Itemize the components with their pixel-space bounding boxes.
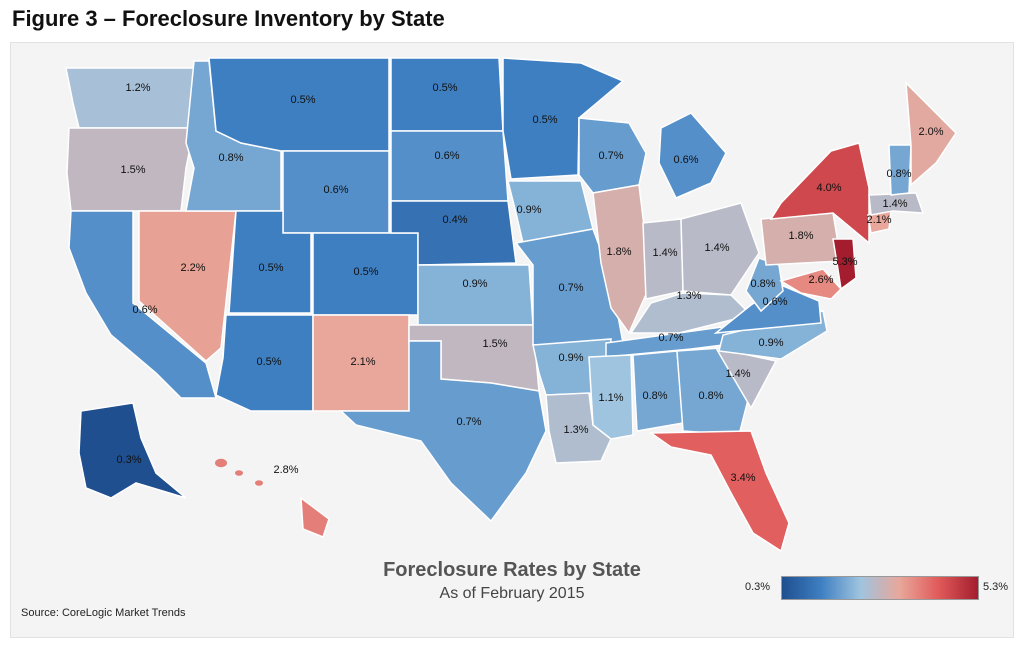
state-value-label: 1.4% [704,242,729,254]
state-ca [68,210,217,399]
state-value-label: 2.8% [273,464,298,476]
state-ms [588,354,634,440]
hawaii-islet [235,470,243,476]
state-value-label: 0.5% [258,262,283,274]
state-value-label: 1.8% [788,230,813,242]
state-il [592,184,652,335]
state-value-label: 1.5% [482,338,507,350]
state-value-label: 2.1% [350,356,375,368]
map-subtitle: As of February 2015 [439,585,585,602]
state-value-label: 0.6% [434,150,459,162]
state-me [905,81,957,187]
state-mi [658,112,727,199]
state-value-label: 0.7% [456,416,481,428]
state-value-label: 0.9% [462,278,487,290]
state-value-label: 1.3% [676,290,701,302]
state-nj [832,238,857,291]
state-sd [390,130,509,202]
state-value-label: 0.3% [116,454,141,466]
state-in [642,218,684,300]
legend-max-label: 5.3% [983,581,1009,593]
state-value-label: 0.5% [353,266,378,278]
state-value-label: 0.5% [432,82,457,94]
state-value-label: 0.8% [886,168,911,180]
state-value-label: 0.8% [698,390,723,402]
state-value-label: 0.9% [558,352,583,364]
state-value-label: 2.2% [180,262,205,274]
state-value-label: 1.1% [598,392,623,404]
state-value-label: 0.8% [218,152,243,164]
state-value-label: 0.7% [558,282,583,294]
state-value-label: 3.4% [730,472,755,484]
map-panel: 1.2% 1.5% 0.6% 2.2% 0.8% 0.5% 0.6% 0.5% 0.5% 0.5%… [10,42,1014,638]
state-md [779,268,843,300]
state-value-label: 1.4% [882,198,907,210]
state-value-label: 0.8% [750,278,775,290]
state-value-label: 0.5% [256,356,281,368]
map-title: Foreclosure Rates by State [383,559,641,581]
state-value-label: 0.8% [642,390,667,402]
state-value-label: 1.4% [725,368,750,380]
state-value-label: 1.8% [606,246,631,258]
legend-color-scale [781,576,979,600]
source-note: Source: CoreLogic Market Trends [21,607,186,619]
figure-title: Figure 3 – Foreclosure Inventory by Stat… [12,6,445,31]
state-value-label: 0.7% [598,150,623,162]
state-value-label: 0.4% [442,214,467,226]
state-oh [680,202,760,296]
state-ak [78,402,187,499]
state-nh [888,144,912,196]
state-ut [228,210,312,314]
state-value-label: 4.0% [816,182,841,194]
state-value-label: 2.6% [808,274,833,286]
state-value-label: 0.5% [290,94,315,106]
state-value-label: 0.6% [132,304,157,316]
state-mt [208,57,390,152]
state-wv [745,257,784,313]
state-hi [300,496,330,538]
state-nd [390,57,504,132]
state-la [545,392,612,464]
legend-min-label: 0.3% [745,581,771,593]
hawaii-islet [255,480,263,486]
state-value-label: 0.9% [516,204,541,216]
us-map: 1.2% 1.5% 0.6% 2.2% 0.8% 0.5% 0.6% 0.5% 0.5% 0.5%… [65,57,957,553]
state-value-label: 0.5% [532,114,557,126]
state-value-label: 1.5% [120,164,145,176]
state-ks [417,264,534,326]
state-value-label: 2.0% [918,126,943,138]
state-value-label: 5.3% [832,256,857,268]
state-value-label: 0.6% [323,184,348,196]
state-tx [339,340,547,523]
state-value-label: 0.6% [673,154,698,166]
hawaii-islet [215,458,227,468]
state-fl [648,430,790,553]
state-value-label: 2.1% [866,214,891,226]
state-value-label: 0.7% [658,332,683,344]
state-value-label: 0.9% [758,337,783,349]
state-value-label: 1.2% [125,82,150,94]
state-value-label: 0.6% [762,296,787,308]
state-value-label: 1.4% [652,247,677,259]
state-value-label: 1.3% [563,424,588,436]
state-wa [65,67,195,129]
